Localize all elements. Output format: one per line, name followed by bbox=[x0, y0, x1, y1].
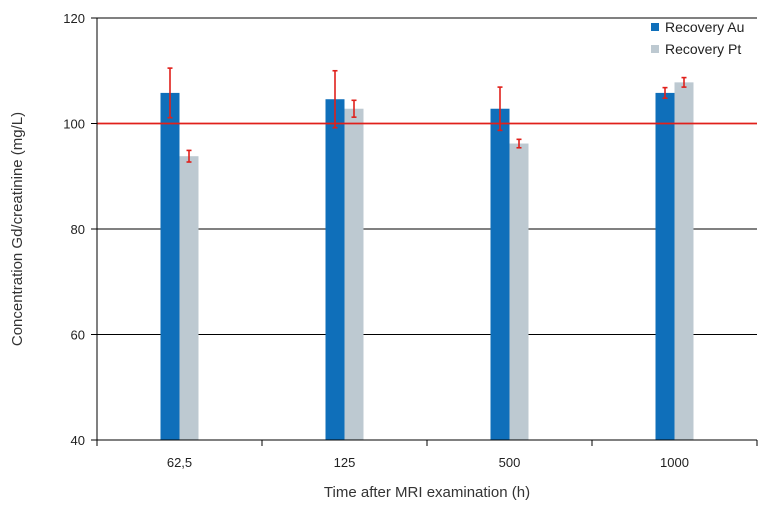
x-tick-labels: 62,5 125 500 1000 bbox=[167, 455, 689, 470]
y-axis-title: Concentration Gd/creatinine (mg/L) bbox=[9, 112, 26, 346]
bar-recovery-pt-2 bbox=[509, 143, 529, 441]
y-tick-label-120: 120 bbox=[63, 11, 85, 26]
legend-label-recovery-au: Recovery Au bbox=[665, 19, 744, 35]
bar-recovery-pt-3 bbox=[674, 82, 694, 440]
x-tick-label-3: 1000 bbox=[660, 455, 689, 470]
bar-recovery-au-3 bbox=[655, 92, 675, 440]
bar-recovery-au-0 bbox=[160, 92, 180, 440]
x-tick-label-1: 125 bbox=[334, 455, 356, 470]
error-bars bbox=[167, 67, 687, 163]
legend: Recovery Au Recovery Pt bbox=[651, 19, 744, 57]
bar-recovery-au-2 bbox=[490, 108, 510, 440]
legend-swatch-recovery-au bbox=[651, 23, 659, 31]
bars bbox=[160, 82, 694, 441]
y-tick-label-80: 80 bbox=[71, 222, 85, 237]
bar-recovery-au-1 bbox=[325, 99, 345, 441]
x-tick-label-0: 62,5 bbox=[167, 455, 192, 470]
axes bbox=[96, 18, 758, 446]
legend-label-recovery-pt: Recovery Pt bbox=[665, 41, 741, 57]
x-axis-title: Time after MRI examination (h) bbox=[324, 484, 530, 501]
bar-recovery-pt-0 bbox=[179, 156, 199, 440]
y-tick-label-100: 100 bbox=[63, 117, 85, 132]
y-tick-labels: 40 60 80 100 120 bbox=[63, 11, 85, 448]
bar-recovery-pt-1 bbox=[344, 108, 364, 440]
y-tick-label-60: 60 bbox=[71, 328, 85, 343]
legend-swatch-recovery-pt bbox=[651, 45, 659, 53]
x-tick-label-2: 500 bbox=[499, 455, 521, 470]
y-tick-label-40: 40 bbox=[71, 433, 85, 448]
